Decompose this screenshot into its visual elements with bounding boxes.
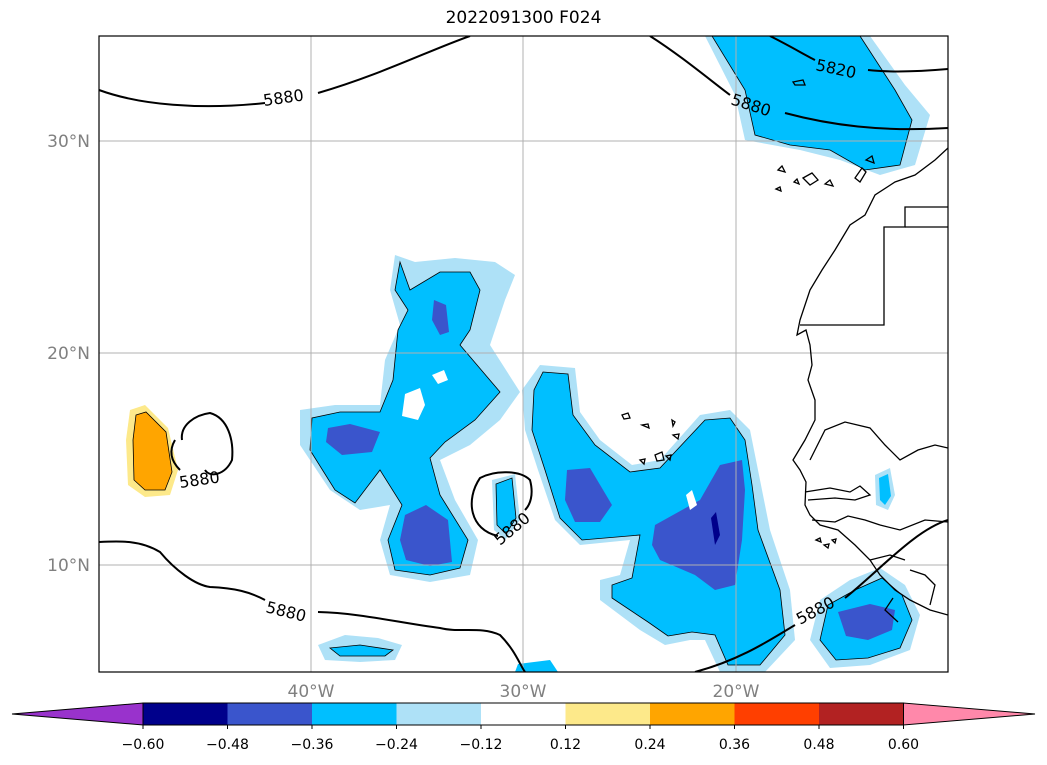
colorbar-segment — [734, 703, 819, 725]
colorbar-extend-min — [11, 702, 144, 726]
colorbar-tick-label: 0.24 — [634, 737, 665, 753]
colorbar-tick-label: 0.36 — [719, 737, 750, 753]
colorbar-tick-label: −0.48 — [206, 737, 249, 753]
map-area: 5880 5820 5880 5880 5880 5880 5880 — [99, 36, 948, 672]
colorbar-segment — [143, 703, 228, 725]
lon-label-40w: 40°W — [288, 682, 335, 702]
map-frame — [98, 35, 949, 673]
colorbar-segment — [396, 703, 481, 725]
colorbar-segment — [650, 703, 735, 725]
latitude-labels: 30°N 20°N 10°N — [47, 132, 90, 576]
colorbar-segment — [565, 703, 650, 725]
colorbar-extend-max — [903, 702, 1036, 726]
colorbar-tick-label: 0.60 — [888, 737, 919, 753]
colorbar-segment — [819, 703, 904, 725]
lat-label-10n: 10°N — [47, 556, 90, 576]
height-contours — [99, 36, 948, 672]
anomaly-outlines — [132, 36, 913, 666]
colorbar-tick-label: 0.12 — [550, 737, 581, 753]
colorbar-tick-label: −0.24 — [375, 737, 418, 753]
colorbar-tick-label: 0.48 — [803, 737, 834, 753]
colorbar-segment — [227, 703, 312, 725]
lon-label-20w: 20°W — [713, 682, 760, 702]
coastline — [621, 79, 948, 623]
lat-label-20n: 20°N — [47, 344, 90, 364]
colorbar-segment — [481, 703, 566, 725]
colorbar-tick-label: −0.60 — [122, 737, 165, 753]
colorbar: −0.60 −0.48 −0.36 −0.24 −0.12 0.12 0.24 0.36 0.4… — [11, 702, 1036, 753]
longitude-labels: 40°W 30°W 20°W — [288, 682, 760, 702]
graticule — [99, 36, 948, 672]
colorbar-tick-label: −0.12 — [460, 737, 503, 753]
colorbar-tick-label: −0.36 — [291, 737, 334, 753]
colorbar-segment — [312, 703, 397, 725]
lon-label-30w: 30°W — [500, 682, 547, 702]
colorbar-frame — [142, 702, 904, 726]
lat-label-30n: 30°N — [47, 132, 90, 152]
map-title: 2022091300 F024 — [445, 8, 602, 28]
